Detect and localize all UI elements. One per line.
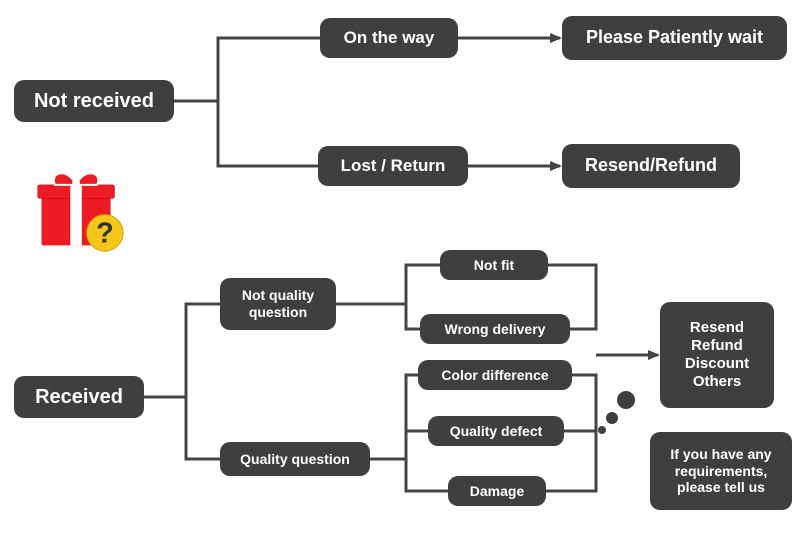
connector-line bbox=[174, 101, 318, 166]
node-options: ResendRefundDiscountOthers bbox=[660, 302, 774, 408]
node-received: Received bbox=[14, 376, 144, 418]
gift-box-icon: ? bbox=[30, 158, 126, 254]
node-quality-q: Quality question bbox=[220, 442, 370, 476]
node-lost-return: Lost / Return bbox=[318, 146, 468, 186]
connector-line bbox=[144, 397, 220, 459]
connector-line bbox=[174, 38, 320, 101]
connector-line bbox=[144, 304, 220, 397]
connector-line bbox=[336, 304, 420, 329]
svg-text:?: ? bbox=[96, 217, 114, 249]
node-wrong-del: Wrong delivery bbox=[420, 314, 570, 344]
node-not-fit: Not fit bbox=[440, 250, 548, 280]
node-damage: Damage bbox=[448, 476, 546, 506]
connector-line bbox=[370, 459, 448, 491]
thought-bubble bbox=[598, 426, 606, 434]
connector-line bbox=[370, 375, 418, 459]
node-resend-refund: Resend/Refund bbox=[562, 144, 740, 188]
node-color-diff: Color difference bbox=[418, 360, 572, 390]
connector-line bbox=[370, 431, 428, 459]
thought-bubble bbox=[617, 391, 635, 409]
node-on-the-way: On the way bbox=[320, 18, 458, 58]
node-wait: Please Patiently wait bbox=[562, 16, 787, 60]
node-not-quality: Not qualityquestion bbox=[220, 278, 336, 330]
connector-line bbox=[336, 265, 440, 304]
node-tellus: If you have anyrequirements,please tell … bbox=[650, 432, 792, 510]
node-not-received: Not received bbox=[14, 80, 174, 122]
node-quality-def: Quality defect bbox=[428, 416, 564, 446]
thought-bubble bbox=[606, 412, 618, 424]
